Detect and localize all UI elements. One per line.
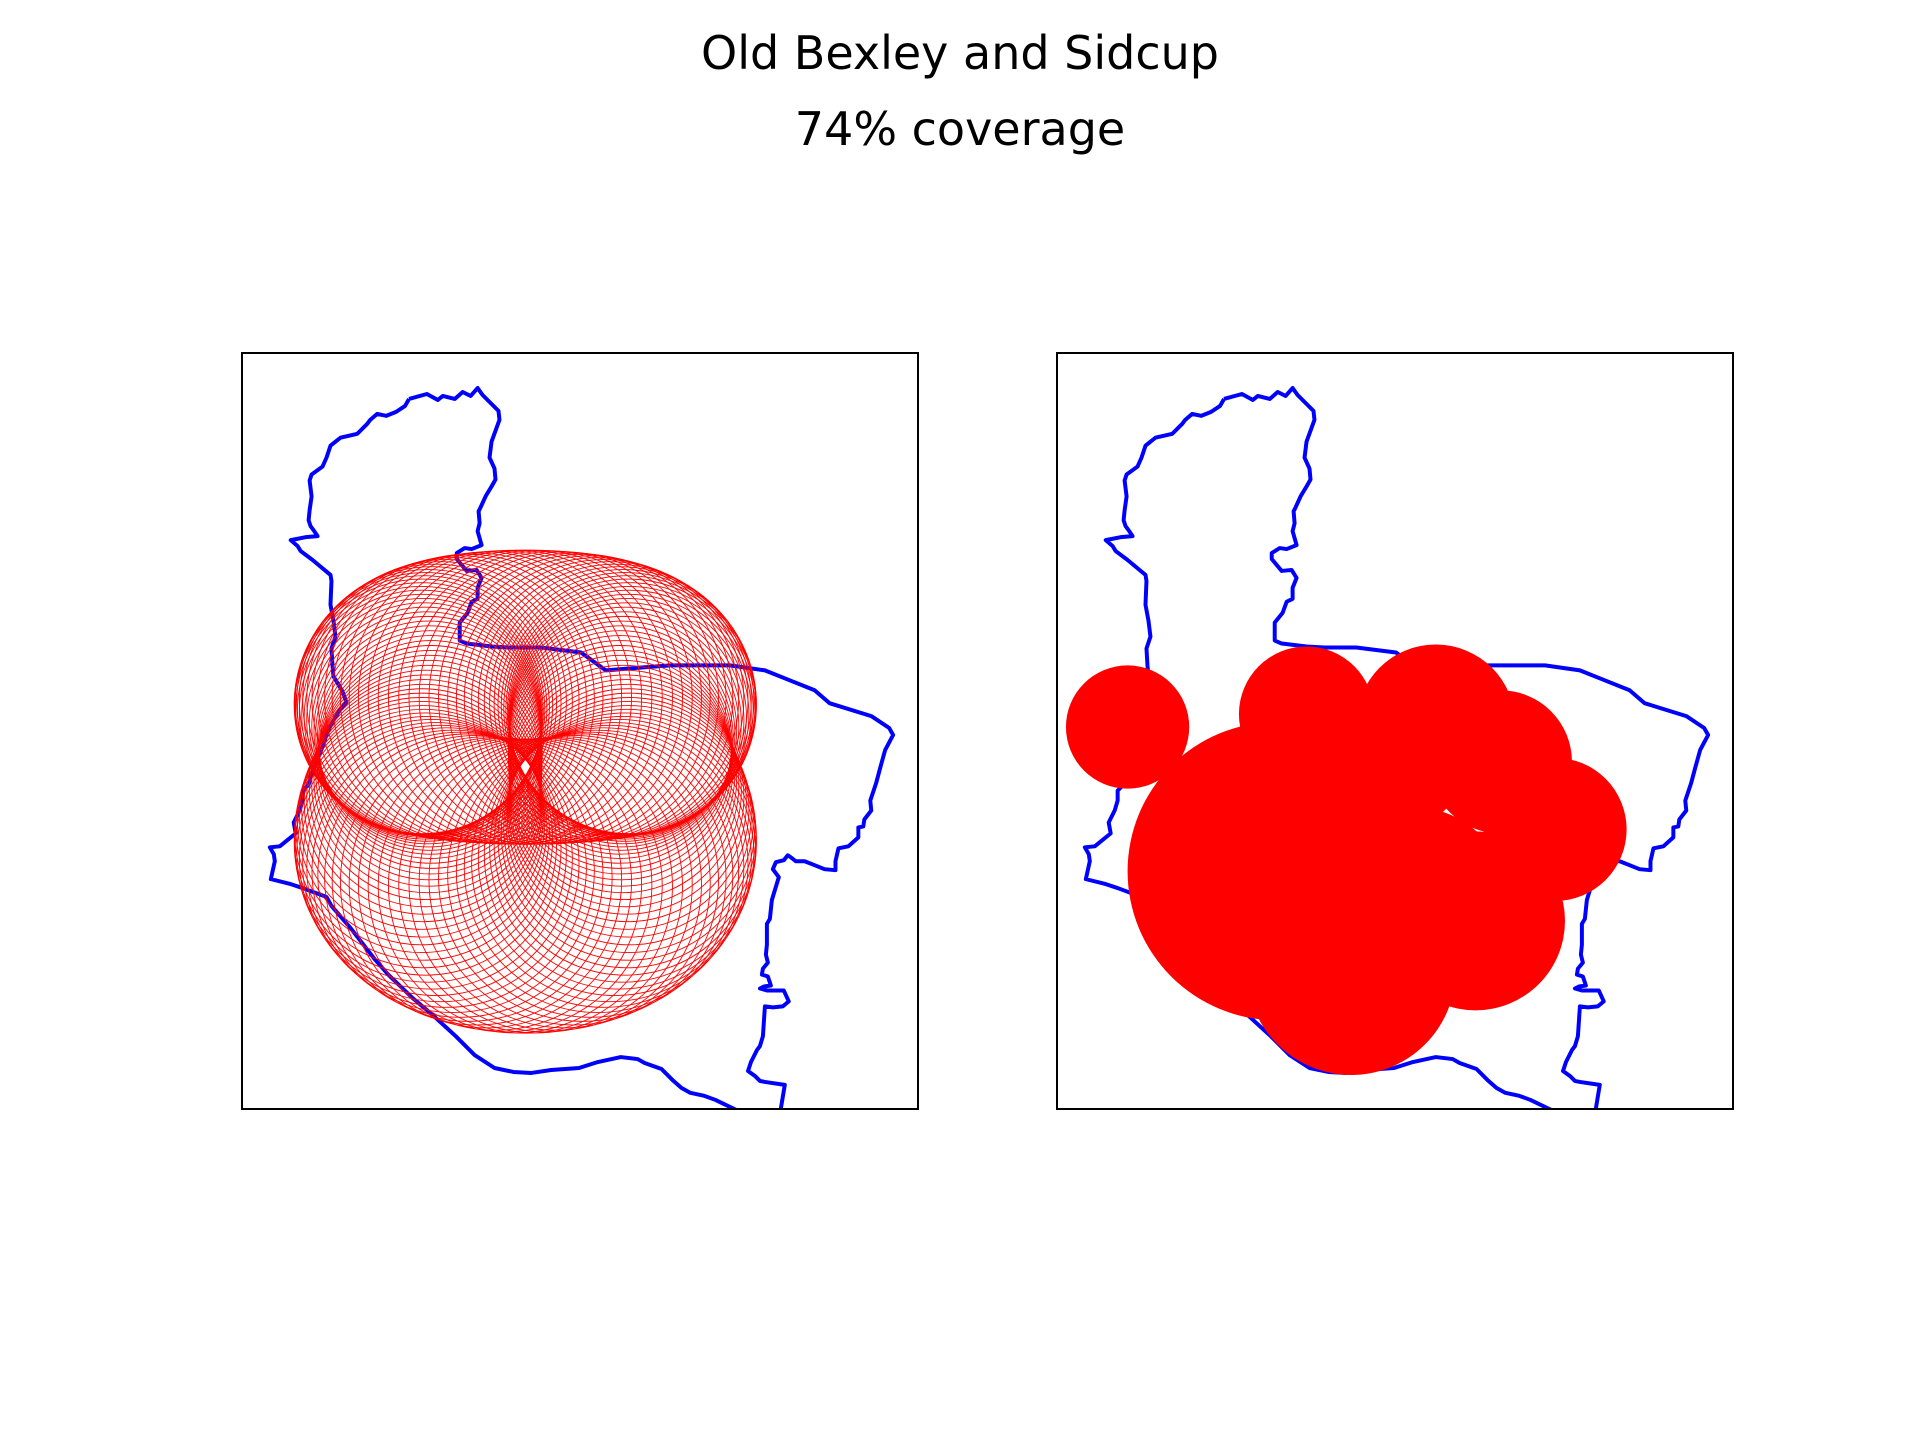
map-canvas-right	[1065, 386, 1711, 1108]
coverage-ring	[489, 715, 756, 983]
coverage-ring	[477, 722, 752, 996]
coverage-ring	[306, 727, 587, 1008]
coverage-ring	[348, 737, 643, 1031]
coverage-ring	[301, 593, 543, 836]
coverage-ring	[298, 589, 544, 835]
coverage-ring	[297, 697, 546, 946]
coverage-ring	[455, 729, 740, 1013]
coverage-ring	[438, 733, 727, 1022]
map-panel-merged-coverage	[1056, 352, 1734, 1110]
coverage-subtitle: 74% coverage	[794, 102, 1126, 156]
coverage-ring	[294, 715, 562, 983]
coverage-disc	[1483, 757, 1627, 901]
coverage-ring	[357, 737, 653, 1033]
constituency-boundary	[1082, 386, 1711, 1108]
coverage-disc	[1065, 665, 1190, 789]
coverage-ring	[302, 724, 580, 1003]
coverage-ring	[324, 733, 613, 1022]
coverage-ring	[311, 729, 595, 1013]
coverage-ring	[296, 566, 567, 837]
map-canvas-left	[267, 386, 896, 1108]
coverage-ring	[367, 738, 663, 1034]
coverage-ring	[303, 683, 543, 923]
coverage-ring	[348, 550, 643, 845]
constituency-boundary	[267, 386, 896, 1108]
coverage-ring	[317, 731, 604, 1018]
map-panel-individual-circles	[241, 352, 919, 1110]
coverage-ring	[331, 552, 623, 843]
coverage-ring	[505, 697, 754, 946]
coverage-ring	[339, 736, 632, 1029]
coverage-ring	[331, 735, 623, 1026]
coverage-ring	[408, 737, 702, 1031]
coverage-ring	[296, 719, 567, 990]
coverage-ring	[339, 551, 632, 844]
coverage-union	[1065, 644, 1627, 1075]
coverage-ring	[507, 688, 750, 930]
coverage-ring	[293, 712, 557, 976]
figure-title: Old Bexley and Sidcup	[701, 26, 1219, 80]
coverage-ring	[418, 736, 711, 1029]
coverage-ring	[298, 722, 573, 996]
coverage-ring	[357, 550, 653, 845]
coverage-ring	[317, 555, 604, 842]
coverage-ring	[489, 569, 756, 836]
coverage-rings	[293, 549, 757, 1034]
